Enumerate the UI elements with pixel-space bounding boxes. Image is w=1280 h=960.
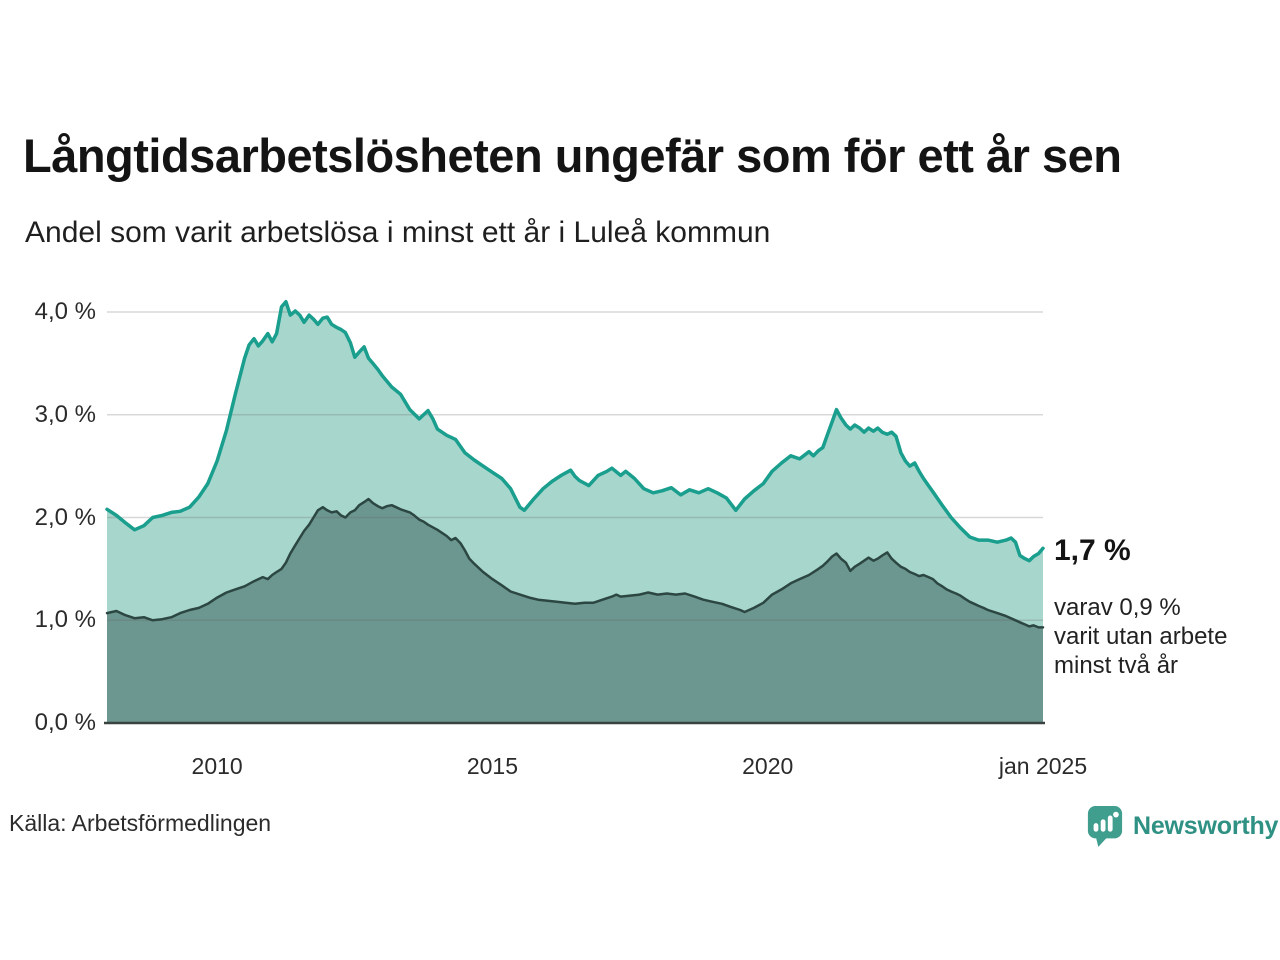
brand-logo: Newsworthy xyxy=(1086,804,1278,848)
series-total-line xyxy=(105,299,1045,563)
y-axis-tick-label: 3,0 % xyxy=(34,400,96,428)
page-subtitle: Andel som varit arbetslösa i minst ett å… xyxy=(25,216,771,249)
annotation-detail-line: minst två år xyxy=(1054,652,1179,679)
annotation-detail: varav 0,9 % varit utan arbete minst två … xyxy=(1054,593,1227,680)
x-axis-tick-label: 2015 xyxy=(466,753,518,779)
x-axis-tick-label: jan 2025 xyxy=(998,753,1088,779)
y-axis-tick-label: 1,0 % xyxy=(34,606,96,634)
y-axis-tick-label: 2,0 % xyxy=(34,503,96,531)
x-axis-tick-label: 2020 xyxy=(742,753,794,779)
annotation-detail-line: varit utan arbete xyxy=(1054,623,1228,650)
y-axis-tick-label: 0,0 % xyxy=(34,709,96,736)
brand-wordmark: Newsworthy xyxy=(1133,811,1279,840)
latest-value-annotation: 1,7 % xyxy=(1054,534,1131,567)
newsworthy-bubble-chart-icon xyxy=(1087,806,1123,847)
y-axis-tick-label: 4,0 % xyxy=(34,298,96,325)
gridlines xyxy=(107,311,1043,621)
source-credit: Källa: Arbetsförmedlingen xyxy=(9,810,272,836)
series-two-year-line xyxy=(105,497,1045,629)
series-two-year-area xyxy=(107,499,1043,723)
annotation-detail-line: varav 0,9 % xyxy=(1054,594,1181,621)
page-title: Långtidsarbetslösheten ungefär som för e… xyxy=(23,129,1122,182)
x-axis-tick-label: 2010 xyxy=(191,753,243,779)
